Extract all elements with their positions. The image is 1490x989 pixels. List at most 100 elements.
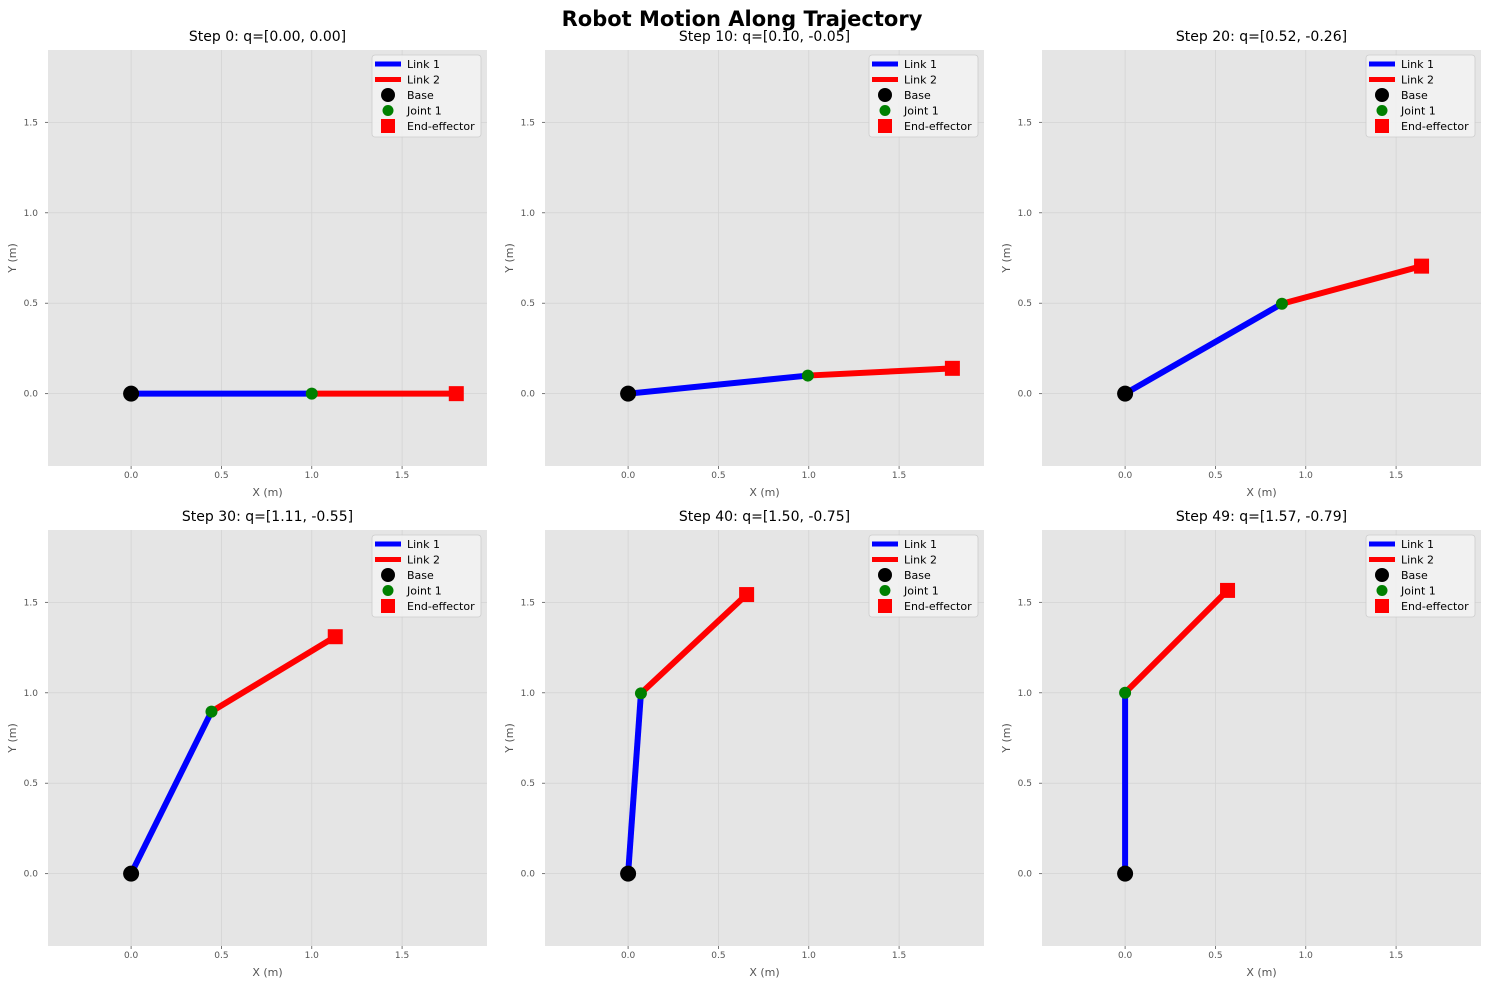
- base-marker: [1117, 865, 1134, 882]
- y-tick-label: 0.5: [1018, 299, 1032, 309]
- legend-label: Base: [904, 569, 931, 582]
- legend-circle-swatch: [878, 568, 892, 582]
- legend-circle-swatch: [381, 88, 395, 102]
- x-tick-label: 1.5: [395, 951, 409, 961]
- subplot-grid: 0.0 0.5 1.0 1.5 0.0 0.5 1.0 1.5 Step 0: q=[0.00,…: [6, 29, 1481, 979]
- y-axis-label: Y (m): [1000, 243, 1013, 274]
- legend-square-swatch: [1375, 119, 1389, 133]
- legend-label: End-effector: [1401, 600, 1469, 613]
- subplot-4: 0.0 0.5 1.0 1.5 0.0 0.5 1.0 1.5 Step 40: q=[1.50…: [503, 509, 984, 979]
- legend-label: Base: [904, 89, 931, 102]
- legend-label: Link 1: [904, 538, 937, 551]
- x-tick-label: 0.0: [621, 471, 636, 481]
- legend-label: Base: [1401, 89, 1428, 102]
- legend-circle-swatch: [381, 568, 395, 582]
- link2-line: [209, 634, 337, 715]
- legend-box: [868, 534, 979, 618]
- x-tick-label: 0.0: [621, 951, 636, 961]
- legend-square-swatch: [878, 599, 892, 613]
- y-tick-label: 0.0: [1018, 870, 1033, 880]
- subplot-5: 0.0 0.5 1.0 1.5 0.0 0.5 1.0 1.5 Step 49: q=[1.57…: [1000, 509, 1481, 979]
- end-effector-marker: [944, 360, 960, 376]
- legend: Link 1 Link 2 Base Joint 1 End-effector: [868, 54, 979, 138]
- x-axis-label: X (m): [749, 966, 779, 979]
- x-tick-label: 1.0: [802, 951, 817, 961]
- joint1-marker: [305, 387, 318, 400]
- legend-label: Link 2: [904, 554, 937, 567]
- x-tick-label: 1.0: [1299, 951, 1314, 961]
- x-tick-label: 0.5: [711, 471, 725, 481]
- link2-line: [807, 365, 953, 379]
- legend-label: Base: [407, 89, 434, 102]
- legend-label: Base: [407, 569, 434, 582]
- legend-box: [371, 54, 482, 138]
- base-marker: [620, 385, 637, 402]
- base-marker: [620, 865, 637, 882]
- y-tick-label: 1.0: [1018, 689, 1033, 699]
- legend-label: Link 2: [407, 554, 440, 567]
- subplot-title: Step 40: q=[1.50, -0.75]: [679, 509, 850, 525]
- base-marker: [123, 865, 140, 882]
- y-tick-label: 0.5: [521, 299, 535, 309]
- y-axis-label: Y (m): [503, 243, 516, 274]
- legend-label: Link 2: [904, 74, 937, 87]
- legend-circle-swatch: [1376, 585, 1388, 596]
- subplot-title: Step 10: q=[0.10, -0.05]: [679, 29, 850, 45]
- y-tick-label: 0.5: [1018, 779, 1032, 789]
- end-effector-marker: [448, 386, 464, 402]
- legend-square-swatch: [381, 599, 395, 613]
- y-tick-label: 1.5: [521, 118, 535, 128]
- legend-box: [1365, 534, 1476, 618]
- figure-title: Robot Motion Along Trajectory: [562, 7, 923, 31]
- y-tick-label: 1.0: [1018, 209, 1033, 219]
- legend-square-swatch: [878, 119, 892, 133]
- link2-line: [1122, 588, 1230, 695]
- x-tick-label: 0.5: [711, 951, 725, 961]
- y-tick-label: 1.0: [24, 689, 39, 699]
- link1-line: [128, 710, 215, 875]
- legend-label: Link 2: [1401, 554, 1434, 567]
- y-axis-label: Y (m): [6, 243, 19, 274]
- legend-label: Link 1: [407, 538, 440, 551]
- subplot-title: Step 30: q=[1.11, -0.55]: [182, 509, 353, 525]
- legend-label: Link 2: [407, 74, 440, 87]
- x-tick-label: 1.0: [802, 471, 817, 481]
- legend-label: Link 1: [1401, 538, 1434, 551]
- end-effector-marker: [739, 587, 755, 603]
- legend-label: End-effector: [1401, 120, 1469, 133]
- legend: Link 1 Link 2 Base Joint 1 End-effector: [371, 54, 482, 138]
- legend-circle-swatch: [1375, 568, 1389, 582]
- x-axis-label: X (m): [1246, 966, 1276, 979]
- legend-label: Joint 1: [903, 105, 939, 118]
- y-tick-label: 1.0: [521, 689, 536, 699]
- y-tick-label: 1.5: [521, 598, 535, 608]
- legend-label: End-effector: [407, 600, 475, 613]
- subplot-1: 0.0 0.5 1.0 1.5 0.0 0.5 1.0 1.5 Step 10: q=[0.10…: [503, 29, 984, 499]
- legend-label: Joint 1: [406, 105, 442, 118]
- legend-label: Link 1: [1401, 58, 1434, 71]
- subplot-title: Step 20: q=[0.52, -0.26]: [1176, 29, 1347, 45]
- subplot-2: 0.0 0.5 1.0 1.5 0.0 0.5 1.0 1.5 Step 20: q=[0.52…: [1000, 29, 1481, 499]
- x-tick-label: 1.0: [1299, 471, 1314, 481]
- end-effector-marker: [1414, 258, 1430, 274]
- legend-label: Joint 1: [406, 585, 442, 598]
- base-marker: [123, 385, 140, 402]
- y-tick-label: 0.0: [1018, 390, 1033, 400]
- legend-box: [1365, 54, 1476, 138]
- y-tick-label: 1.0: [521, 209, 536, 219]
- y-axis-label: Y (m): [6, 723, 19, 754]
- legend-box: [371, 534, 482, 618]
- y-tick-label: 0.5: [521, 779, 535, 789]
- x-tick-label: 0.5: [214, 471, 228, 481]
- x-tick-label: 0.0: [124, 471, 139, 481]
- legend-label: Joint 1: [903, 585, 939, 598]
- legend: Link 1 Link 2 Base Joint 1 End-effector: [1365, 534, 1476, 618]
- x-tick-label: 1.5: [1389, 951, 1403, 961]
- legend-box: [868, 54, 979, 138]
- legend-circle-swatch: [878, 88, 892, 102]
- legend-circle-swatch: [382, 105, 394, 116]
- y-axis-label: Y (m): [503, 723, 516, 754]
- legend-square-swatch: [381, 119, 395, 133]
- subplot-title: Step 49: q=[1.57, -0.79]: [1176, 509, 1347, 525]
